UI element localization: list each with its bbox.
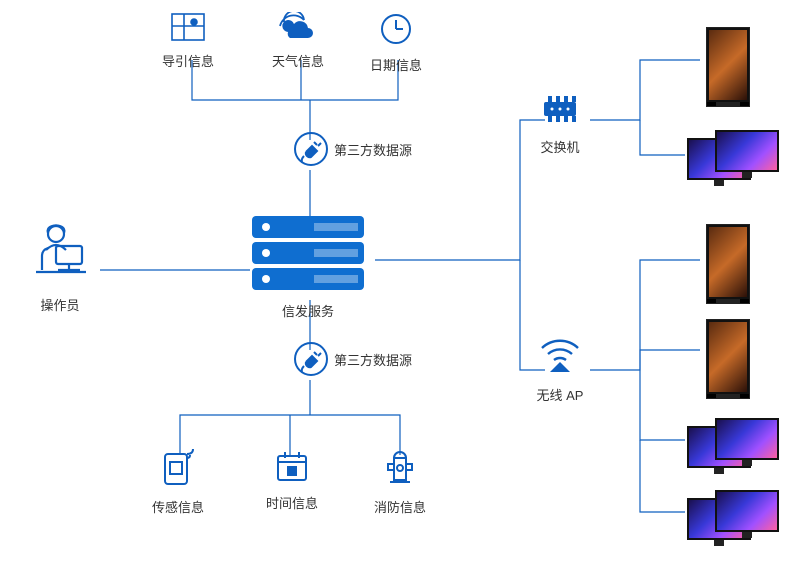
sensor-icon (161, 448, 195, 488)
sensor-label: 传感信息 (148, 497, 208, 516)
switch-icon (538, 92, 582, 128)
fire-label: 消防信息 (370, 497, 430, 516)
weather-icon (278, 12, 318, 42)
date-label: 日期信息 (368, 55, 424, 74)
digital-signage-kiosk (707, 28, 749, 106)
map-icon (170, 12, 206, 42)
display-tv-pair (687, 490, 777, 546)
node-switch: 交换机 (530, 92, 590, 156)
clock-icon (379, 12, 413, 46)
node-sensor: 传感信息 (148, 448, 208, 516)
node-guide: 导引信息 (160, 12, 216, 70)
digital-signage-kiosk (707, 225, 749, 303)
node-operator: 操作员 (20, 222, 100, 314)
node-fire: 消防信息 (370, 448, 430, 516)
switch-label: 交换机 (530, 137, 590, 156)
digital-signage-kiosk (707, 320, 749, 398)
node-wireless-ap: 无线 AP (528, 332, 592, 404)
datasource-top-label: 第三方数据源 (334, 140, 412, 159)
plug-icon (294, 132, 328, 166)
display-tv-pair (687, 418, 777, 474)
weather-label: 天气信息 (270, 51, 326, 70)
plug-icon (294, 342, 328, 376)
operator-label: 操作员 (20, 295, 100, 314)
calendar-icon (274, 448, 310, 484)
node-datasource-top (294, 132, 328, 171)
node-weather: 天气信息 (270, 12, 326, 70)
server-label: 信发服务 (248, 301, 368, 320)
operator-icon (28, 222, 92, 286)
time-label: 时间信息 (262, 493, 322, 512)
wireless-label: 无线 AP (528, 385, 592, 404)
hydrant-icon (382, 448, 418, 488)
node-date: 日期信息 (368, 12, 424, 74)
node-datasource-bottom (294, 342, 328, 381)
wifi-ap-icon (536, 332, 584, 376)
display-tv-pair (687, 130, 777, 186)
server-icon (248, 214, 368, 292)
datasource-bottom-label: 第三方数据源 (334, 350, 412, 369)
node-server: 信发服务 (248, 214, 368, 320)
node-time: 时间信息 (262, 448, 322, 512)
guide-label: 导引信息 (160, 51, 216, 70)
